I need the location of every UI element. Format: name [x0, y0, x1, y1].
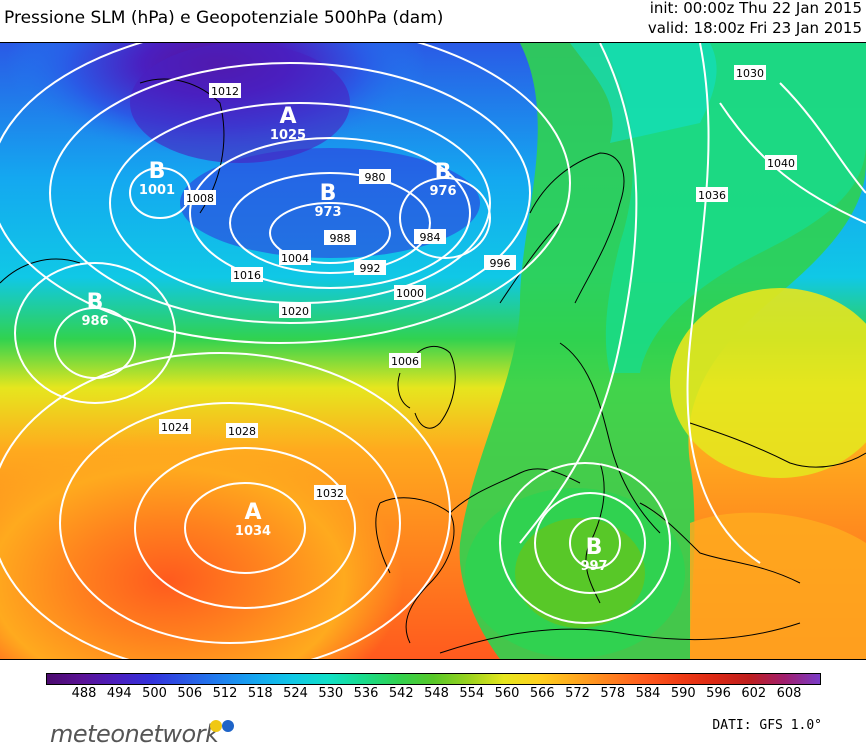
low-center: B 973	[314, 181, 341, 220]
meteonetwork-logo: meteonetwork	[50, 720, 219, 748]
svg-text:B: B	[87, 290, 104, 315]
isobar-label: 1032	[316, 487, 344, 500]
isobar-label: 1000	[396, 287, 424, 300]
color-scale-tick: 512	[212, 686, 238, 701]
isobar-label: 992	[360, 262, 381, 275]
svg-text:973: 973	[314, 205, 341, 220]
svg-text:B: B	[586, 535, 603, 560]
logo-dot-yellow	[210, 720, 222, 732]
east-ridge	[670, 288, 866, 478]
color-scale-tick: 578	[600, 686, 626, 701]
svg-text:997: 997	[580, 559, 607, 574]
color-scale-tick: 542	[388, 686, 414, 701]
svg-text:B: B	[320, 181, 337, 206]
color-scale-tick: 524	[283, 686, 308, 701]
low-center: B 976	[429, 160, 456, 199]
color-scale-tick: 506	[177, 686, 203, 701]
svg-text:1025: 1025	[270, 128, 306, 143]
isobar-label: 996	[490, 257, 511, 270]
pressure-centers: A 1025 B 1001 B 973 B 976 B 986 A 1034	[81, 104, 607, 574]
southeast-warm	[690, 512, 866, 659]
color-scale-tick: 548	[424, 686, 449, 701]
color-scale-tick: 572	[565, 686, 590, 701]
svg-text:B: B	[435, 160, 452, 185]
isobar-label: 1030	[736, 67, 764, 80]
color-scale-tick: 560	[494, 686, 520, 701]
low-center: B 997	[580, 535, 607, 574]
chart-title: Pressione SLM (hPa) e Geopotenziale 500h…	[4, 8, 444, 28]
svg-text:B: B	[149, 159, 166, 184]
map-canvas: 1012 1008 1004 1000 996 992 988 984 980 …	[0, 43, 866, 659]
logo-dots-icon	[208, 719, 238, 733]
isobar-label: 984	[420, 231, 441, 244]
color-scale-tick: 608	[776, 686, 802, 701]
color-scale-tick: 488	[71, 686, 97, 701]
color-scale	[46, 673, 821, 685]
low-center: B 1001	[139, 159, 175, 198]
logo-dot-blue	[222, 720, 234, 732]
init-time: init: 00:00z Thu 22 Jan 2015	[649, 0, 862, 17]
isobar-label-group: 1012 1008 1004 1000 996 992 988 984 980 …	[159, 65, 797, 500]
valid-time: valid: 18:00z Fri 23 Jan 2015	[647, 19, 862, 37]
color-scale-tick: 536	[353, 686, 379, 701]
isobar-label: 1020	[281, 305, 309, 318]
isobar-label: 1012	[211, 85, 239, 98]
color-scale-tick: 596	[706, 686, 731, 701]
isobar-label: 1004	[281, 252, 309, 265]
data-source: DATI: GFS 1.0°	[712, 718, 822, 733]
svg-text:A: A	[279, 104, 296, 129]
color-scale-tick: 590	[670, 686, 696, 701]
color-scale-tick: 602	[741, 686, 767, 701]
color-scale-tick: 566	[529, 686, 555, 701]
isobar-label: 980	[365, 171, 386, 184]
isobar-label: 1024	[161, 421, 189, 434]
isobar-label: 1006	[391, 355, 419, 368]
isobar-label: 988	[330, 232, 351, 245]
color-scale-tick: 554	[459, 686, 485, 701]
color-scale-tick: 500	[142, 686, 167, 701]
low-core-north	[130, 43, 350, 163]
isobar-label: 1036	[698, 189, 726, 202]
azores-high-field	[0, 303, 560, 659]
cyan-band	[570, 43, 717, 143]
svg-text:A: A	[244, 500, 261, 525]
color-scale-labels: 488 494 500 506 512 518 524 530 536 542 548 554 560 5…	[46, 686, 819, 702]
isobar-label: 1040	[767, 157, 795, 170]
svg-text:976: 976	[429, 184, 456, 199]
coastlines	[0, 78, 866, 654]
high-center: A 1034	[235, 500, 271, 539]
high-center: A 1025	[270, 104, 306, 143]
isobar-label: 1028	[228, 425, 256, 438]
isobar-label: 1016	[233, 269, 261, 282]
color-scale-tick: 518	[247, 686, 273, 701]
color-scale-tick: 494	[106, 686, 132, 701]
svg-text:1034: 1034	[235, 524, 271, 539]
svg-text:1001: 1001	[139, 183, 175, 198]
color-scale-tick: 530	[318, 686, 344, 701]
low-center: B 986	[81, 290, 108, 329]
run-info: init: 00:00z Thu 22 Jan 2015 valid: 18:0…	[648, 0, 862, 38]
isobars	[0, 43, 866, 659]
svg-text:986: 986	[81, 314, 108, 329]
color-scale-tick: 584	[635, 686, 661, 701]
weather-map: 1012 1008 1004 1000 996 992 988 984 980 …	[0, 42, 866, 660]
isobar-label: 1008	[186, 192, 214, 205]
